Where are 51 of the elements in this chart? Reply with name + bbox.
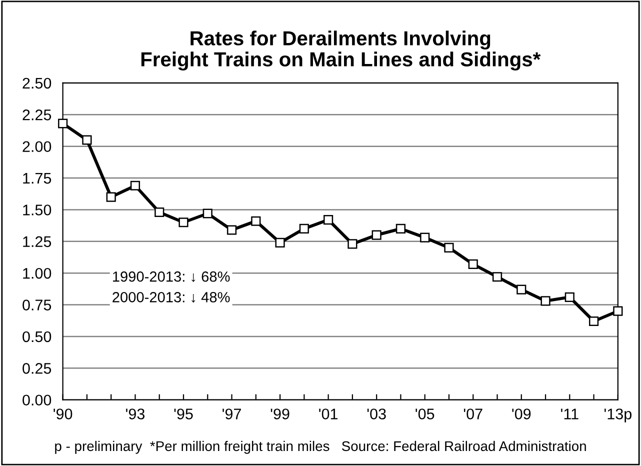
point [130, 180, 140, 190]
y-tick-label: 2.25 [22, 110, 52, 120]
x-tick-label: '90 [54, 408, 72, 420]
y-tick-label: 0.00 [22, 394, 52, 406]
point [251, 216, 261, 226]
y-tick-label: 0.75 [22, 300, 52, 310]
point [613, 306, 623, 316]
point [492, 272, 502, 282]
point [516, 284, 526, 294]
point [202, 208, 212, 218]
y-tick-label: 0.25 [22, 363, 52, 374]
x-tick-label: '01 [319, 408, 338, 420]
y-tick-label: 1.25 [23, 236, 52, 248]
x-tick-label: '99 [270, 408, 290, 420]
x-tick-label: '07 [464, 408, 482, 420]
annotation: 2000-2013: ↓ 48% [112, 292, 230, 303]
point [275, 238, 285, 248]
point [82, 135, 92, 145]
x-tick-label: '95 [174, 408, 193, 420]
point [58, 118, 68, 128]
x-tick-label: '05 [416, 408, 434, 420]
point [226, 225, 237, 235]
chart-title: Rates for Derailments Involving Freight Trains on Main Lines and Sidings* [141, 30, 541, 71]
point [372, 230, 382, 240]
point [540, 296, 550, 306]
point [299, 224, 309, 234]
point [588, 316, 599, 326]
x-tick-label: '09 [512, 408, 531, 420]
y-tick-label: 2.00 [22, 141, 52, 152]
x-tick-label: '03 [367, 408, 386, 420]
point [444, 242, 454, 253]
text: p - preliminary *Per million freight train miles Source: Federal Railroad Administration [55, 440, 586, 454]
y-tick-label: 0.50 [22, 331, 52, 342]
point [420, 232, 430, 242]
x-tick-label: '93 [126, 408, 145, 420]
point [564, 292, 574, 302]
point [396, 224, 406, 234]
annotation: 1990-2013: ↓ 68% [112, 271, 230, 282]
point [154, 207, 164, 218]
y-tick-label: 1.00 [23, 268, 52, 279]
x-tick-label: '13p [604, 408, 632, 422]
x-tick-label: '11 [561, 408, 578, 420]
point [324, 215, 334, 225]
y-tick-label: 1.50 [23, 204, 52, 216]
point [106, 192, 116, 202]
point [468, 259, 478, 269]
point [348, 239, 358, 249]
y-tick-label: 1.75 [23, 173, 52, 184]
point [178, 218, 188, 228]
y-tick-label: 2.50 [22, 78, 52, 89]
x-tick-label: '97 [222, 408, 241, 420]
